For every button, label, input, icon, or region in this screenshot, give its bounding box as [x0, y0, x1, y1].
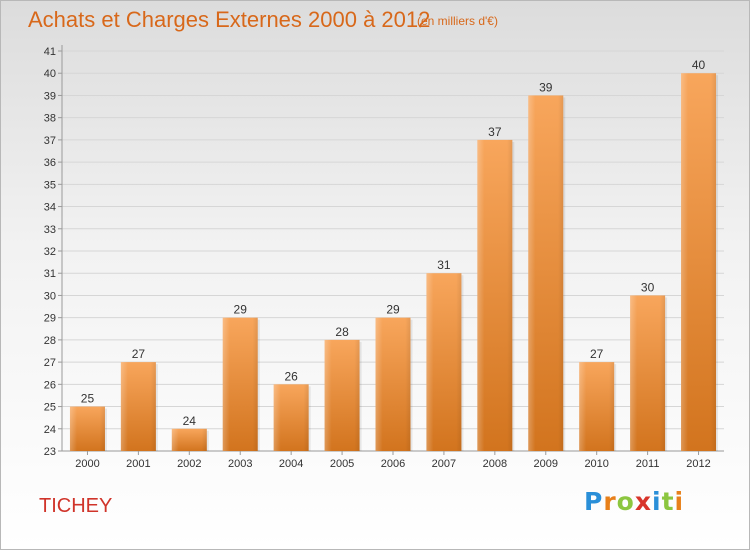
x-tick-label: 2000 — [75, 458, 99, 470]
x-tick-label: 2011 — [636, 458, 660, 470]
bar-highlight — [477, 139, 513, 451]
x-tick-label: 2003 — [228, 458, 252, 470]
bar-value-label: 29 — [234, 303, 248, 317]
bar-highlight — [69, 406, 105, 451]
chart-subtitle: (en milliers d'€) — [417, 14, 498, 28]
bar-highlight — [630, 295, 666, 451]
y-tick-label: 35 — [44, 179, 56, 191]
bar-highlight — [579, 362, 615, 451]
bar-highlight — [222, 317, 258, 451]
x-tick-label: 2007 — [432, 458, 456, 470]
proxiti-logo[interactable]: Proxiti — [584, 487, 684, 516]
logo-letter: i — [652, 487, 662, 516]
bar-highlight — [120, 362, 156, 451]
logo-letter: P — [584, 487, 604, 516]
y-tick-label: 24 — [44, 424, 56, 436]
bar-value-label: 31 — [437, 258, 451, 272]
x-tick-label: 2012 — [686, 458, 710, 470]
y-tick-label: 37 — [44, 135, 56, 147]
x-tick-label: 2009 — [534, 458, 558, 470]
bar-value-label: 24 — [183, 414, 197, 428]
y-tick-label: 30 — [44, 290, 56, 302]
y-tick-label: 40 — [44, 68, 56, 80]
x-tick-label: 2006 — [381, 458, 405, 470]
logo-letter: x — [634, 487, 652, 516]
bar-highlight — [528, 95, 564, 451]
y-tick-label: 31 — [44, 268, 56, 280]
bar-highlight — [426, 273, 462, 451]
bar-value-label: 27 — [590, 347, 604, 361]
logo-letter: o — [616, 487, 635, 516]
bar-value-label: 37 — [488, 125, 502, 139]
y-tick-label: 28 — [44, 335, 56, 347]
labels: 23 24 25 26 27 28 29 30 31 32 33 34 35 36 37 38 39 40 41 25… — [44, 46, 711, 470]
bar-value-label: 39 — [539, 80, 553, 94]
logo-letter: t — [661, 487, 675, 516]
y-tick-label: 29 — [44, 313, 56, 325]
y-tick-label: 27 — [44, 357, 56, 369]
logo-letter: r — [603, 487, 617, 516]
bar-value-label: 26 — [284, 369, 298, 383]
bar-value-label: 27 — [132, 347, 146, 361]
logo-letter: i — [674, 487, 685, 516]
y-tick-label: 32 — [44, 246, 56, 258]
chart-title: Achats et Charges Externes 2000 à 2012 — [28, 7, 431, 32]
x-tick-label: 2005 — [330, 458, 354, 470]
bar-highlight — [681, 73, 717, 451]
bar-value-label: 30 — [641, 280, 655, 294]
y-tick-label: 26 — [44, 379, 56, 391]
x-tick-label: 2002 — [177, 458, 201, 470]
y-tick-label: 36 — [44, 157, 56, 169]
x-tick-label: 2010 — [584, 458, 608, 470]
location-name: TICHEY — [39, 495, 113, 517]
bar-value-label: 25 — [81, 392, 95, 406]
y-tick-label: 39 — [44, 90, 56, 102]
bars — [69, 73, 719, 451]
bar-highlight — [171, 428, 207, 451]
y-tick-label: 23 — [44, 446, 56, 458]
x-tick-label: 2001 — [126, 458, 150, 470]
y-tick-label: 25 — [44, 402, 56, 414]
y-tick-label: 38 — [44, 113, 56, 125]
bar-highlight — [375, 317, 411, 451]
bar-value-label: 29 — [386, 303, 400, 317]
bar-value-label: 28 — [335, 325, 349, 339]
y-tick-label: 34 — [44, 202, 56, 214]
x-tick-label: 2004 — [279, 458, 303, 470]
bar-highlight — [324, 339, 360, 451]
bar-highlight — [273, 384, 309, 451]
y-tick-label: 41 — [44, 46, 56, 58]
bar-value-label: 40 — [692, 58, 706, 72]
y-tick-label: 33 — [44, 224, 56, 236]
x-tick-label: 2008 — [483, 458, 507, 470]
